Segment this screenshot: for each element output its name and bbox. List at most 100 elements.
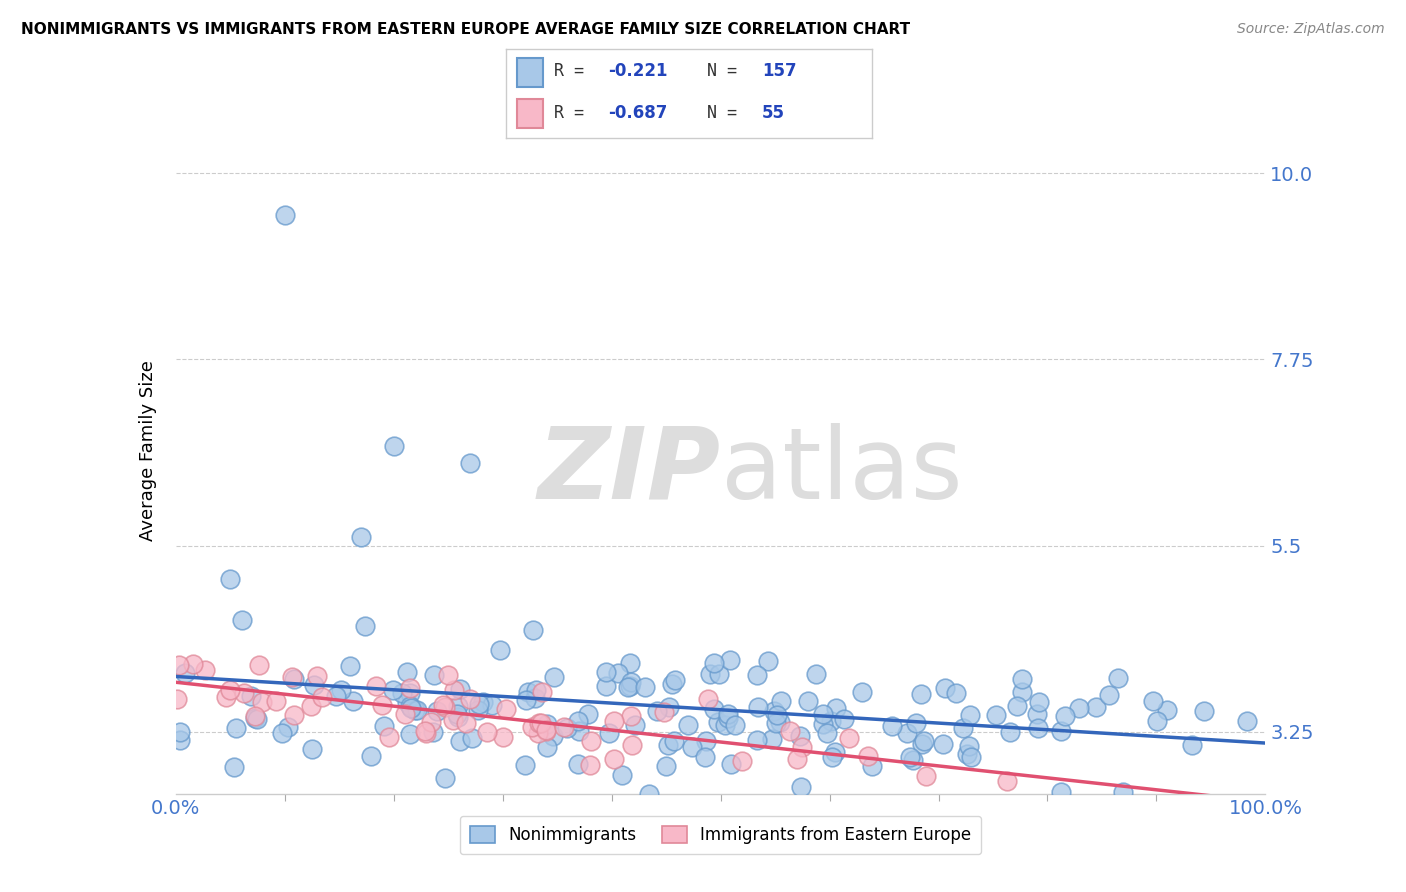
Point: [820, 714, 842, 728]
Point: [415, 723, 437, 738]
Point: [181, 657, 204, 671]
Point: [901, 753, 924, 767]
Point: [299, 698, 322, 713]
Point: [824, 745, 846, 759]
Point: [304, 678, 326, 692]
FancyBboxPatch shape: [517, 99, 543, 128]
Point: [246, 713, 269, 727]
Point: [222, 760, 245, 774]
Point: [789, 729, 811, 743]
Point: [399, 727, 422, 741]
Point: [167, 658, 190, 673]
Point: [325, 689, 347, 703]
Point: [911, 738, 934, 752]
Point: [1028, 721, 1050, 735]
Text: NONIMMIGRANTS VS IMMIGRANTS FROM EASTERN EUROPE AVERAGE FAMILY SIZE CORRELATION : NONIMMIGRANTS VS IMMIGRANTS FROM EASTERN…: [21, 22, 910, 37]
Point: [620, 709, 643, 723]
Point: [169, 733, 191, 747]
Point: [603, 714, 626, 728]
Point: [661, 676, 683, 690]
Point: [524, 690, 547, 705]
Point: [766, 707, 789, 722]
Point: [567, 756, 589, 771]
Point: [1236, 714, 1258, 729]
Point: [449, 681, 471, 696]
Point: [520, 720, 543, 734]
Point: [1181, 738, 1204, 752]
Point: [534, 724, 557, 739]
Point: [995, 773, 1018, 788]
Point: [813, 706, 835, 721]
Point: [620, 674, 643, 689]
Point: [1142, 694, 1164, 708]
Point: [900, 750, 922, 764]
Point: [1192, 704, 1215, 718]
Point: [880, 718, 903, 732]
Point: [1005, 699, 1028, 714]
Point: [763, 704, 786, 718]
Point: [952, 721, 974, 735]
Point: [395, 695, 418, 709]
Point: [731, 754, 754, 768]
Point: [467, 703, 489, 717]
Point: [693, 749, 716, 764]
Point: [395, 665, 418, 680]
Point: [1011, 673, 1033, 687]
Text: -0.221: -0.221: [609, 62, 668, 80]
Text: R =: R =: [554, 104, 593, 122]
Point: [662, 734, 685, 748]
Point: [555, 721, 578, 735]
Point: [797, 694, 820, 708]
Point: [602, 752, 624, 766]
Point: [371, 698, 394, 712]
Point: [815, 725, 838, 739]
Text: R =: R =: [554, 62, 593, 80]
Point: [495, 702, 517, 716]
Point: [401, 701, 423, 715]
Point: [432, 698, 454, 712]
Point: [193, 663, 215, 677]
Point: [598, 726, 620, 740]
Text: -0.687: -0.687: [609, 104, 668, 122]
Point: [756, 654, 779, 668]
Point: [934, 681, 956, 696]
Point: [790, 740, 813, 755]
Point: [492, 730, 515, 744]
Point: [1085, 699, 1108, 714]
Point: [233, 686, 256, 700]
Point: [245, 709, 267, 723]
Point: [378, 730, 401, 744]
Text: N =: N =: [707, 62, 747, 80]
Point: [381, 682, 404, 697]
Point: [394, 706, 416, 721]
Point: [1028, 695, 1050, 709]
Point: [531, 685, 554, 699]
Point: [516, 685, 538, 699]
Point: [214, 690, 236, 704]
Point: [612, 768, 634, 782]
Point: [458, 456, 481, 470]
Point: [1112, 785, 1135, 799]
Point: [330, 683, 353, 698]
Point: [956, 747, 979, 761]
Point: [354, 619, 377, 633]
Point: [527, 715, 550, 730]
Point: [1097, 688, 1119, 702]
Point: [681, 740, 703, 755]
FancyBboxPatch shape: [517, 58, 543, 87]
Point: [422, 725, 444, 739]
Point: [657, 738, 679, 752]
Point: [382, 439, 405, 453]
Point: [477, 724, 499, 739]
Point: [472, 695, 495, 709]
Point: [581, 734, 603, 748]
Point: [638, 787, 661, 801]
Text: atlas: atlas: [721, 423, 962, 519]
Point: [1050, 724, 1073, 739]
Point: [914, 769, 936, 783]
Point: [534, 723, 557, 738]
Point: [617, 681, 640, 695]
Point: [576, 707, 599, 722]
Point: [415, 726, 437, 740]
Point: [225, 721, 247, 735]
